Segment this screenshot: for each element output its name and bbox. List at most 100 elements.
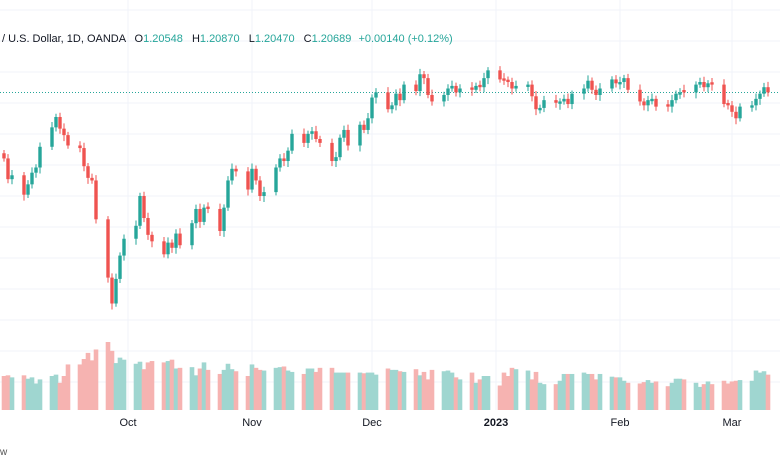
x-tick-label: Feb	[610, 417, 630, 429]
candle-body	[370, 97, 374, 119]
volume-bar	[245, 376, 251, 410]
volume-bar	[361, 373, 367, 410]
candle-body	[38, 146, 42, 168]
x-tick-label: Oct	[119, 417, 137, 429]
candles	[2, 66, 770, 310]
candle-body	[222, 207, 226, 231]
volume-bar	[593, 379, 599, 410]
candle-body	[610, 79, 614, 89]
volume-bar	[485, 376, 491, 410]
candle-body	[366, 118, 370, 130]
candle-body	[122, 238, 126, 256]
volume-bar	[613, 377, 619, 410]
candle-body	[594, 89, 598, 95]
candle-body	[206, 206, 210, 209]
candle-body	[114, 278, 118, 304]
candle-body	[654, 98, 658, 107]
volume-bar	[665, 386, 671, 410]
candle-body	[202, 207, 206, 222]
volume-bar	[729, 381, 735, 410]
volume-bar	[25, 378, 31, 410]
volume-bar	[533, 371, 539, 410]
volume-bar	[645, 380, 651, 410]
symbol-legend: / U.S. Dollar, 1D, OANDA O1.20548 H1.208…	[2, 33, 453, 45]
candle-body	[674, 93, 678, 101]
volume-bar	[469, 372, 475, 410]
volume-bar	[553, 384, 559, 410]
candle-body	[446, 88, 450, 95]
candle-body	[530, 84, 534, 97]
candle-body	[482, 78, 486, 88]
candle-body	[618, 82, 622, 85]
volume-bar	[697, 386, 703, 410]
candle-body	[498, 70, 502, 80]
volume-bar	[621, 380, 627, 410]
volume-bar	[557, 380, 563, 410]
candle-body	[246, 171, 250, 190]
volume-bar	[357, 372, 363, 410]
volume-bar	[597, 373, 603, 410]
volume-bar	[201, 362, 207, 410]
volume-bar	[641, 382, 647, 410]
candle-body	[758, 93, 762, 99]
candle-body	[250, 168, 254, 190]
volume-bar	[365, 372, 371, 410]
x-tick-label: Mar	[722, 417, 742, 429]
volume-bar	[285, 370, 291, 410]
candle-body	[2, 153, 6, 159]
open-value: 1.20548	[143, 33, 183, 45]
candle-body	[342, 129, 346, 138]
low-value: 1.20470	[254, 33, 295, 45]
volume-bar	[289, 371, 295, 410]
volume-bar	[225, 363, 231, 410]
volume-bar	[561, 373, 567, 410]
candle-body	[310, 131, 314, 134]
volume-bar	[233, 371, 239, 410]
candle-body	[286, 150, 290, 162]
candle-body	[194, 208, 198, 224]
volume-bar	[33, 383, 39, 410]
candle-body	[710, 82, 714, 85]
volume-bar	[565, 373, 571, 410]
candle-body	[230, 168, 234, 181]
volume-bar	[537, 382, 543, 410]
volume-bar	[345, 372, 351, 410]
candle-body	[94, 180, 98, 220]
candle-body	[150, 234, 154, 242]
candle-body	[82, 148, 86, 167]
volume-bar	[609, 376, 615, 410]
candle-body	[502, 78, 506, 81]
volume-bar	[529, 379, 535, 410]
close-key: C	[303, 33, 312, 45]
volume-bar	[173, 368, 179, 410]
candle-body	[458, 88, 462, 93]
candle-body	[190, 223, 194, 246]
candle-body	[134, 225, 138, 239]
volume-bar	[133, 363, 139, 410]
candle-body	[734, 111, 738, 119]
volume-bar	[177, 367, 183, 410]
volume-bar	[341, 372, 347, 410]
volume-bar	[81, 359, 87, 410]
volume-bars	[1, 342, 771, 410]
x-tick-label: Nov	[242, 417, 262, 429]
candle-body	[570, 93, 574, 105]
volume-bar	[141, 369, 147, 410]
candle-body	[278, 158, 282, 168]
candle-body	[62, 128, 66, 136]
candle-body	[334, 157, 338, 162]
candle-body	[650, 98, 654, 102]
candle-body	[454, 85, 458, 93]
candle-body	[90, 177, 94, 181]
volume-bar	[305, 368, 311, 410]
candle-body	[478, 84, 482, 88]
candle-body	[506, 79, 510, 83]
candle-body	[586, 80, 590, 89]
volume-bar	[65, 364, 71, 410]
volume-bar	[725, 383, 731, 410]
candle-body	[766, 87, 770, 93]
volume-bar	[509, 367, 515, 410]
candle-body	[50, 127, 54, 147]
candle-body	[274, 167, 278, 193]
